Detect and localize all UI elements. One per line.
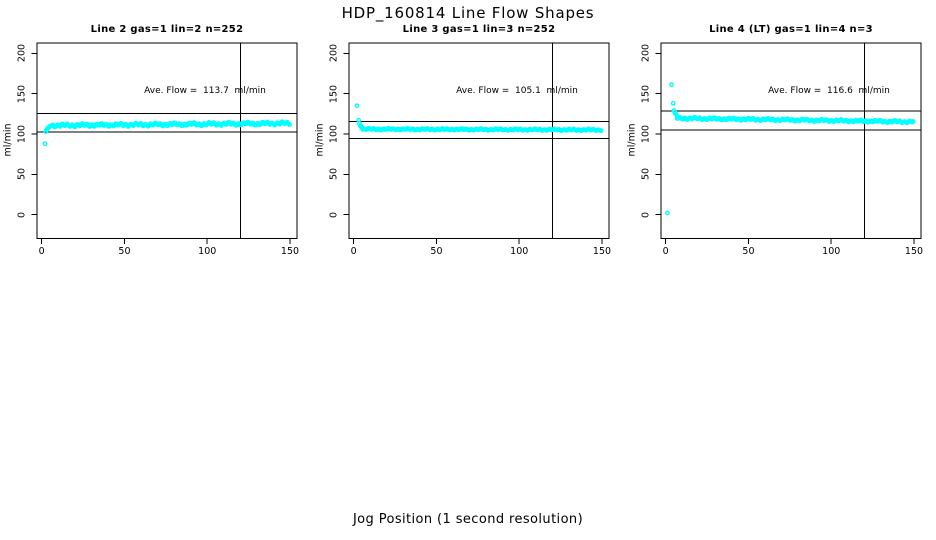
x-tick-label: 100 — [198, 246, 217, 257]
y-axis-label: ml/min — [2, 123, 14, 157]
x-tick-label: 100 — [822, 246, 841, 257]
subplot-panel-3: Line 4 (LT) gas=1 lin=4 n=3 Ave. Flow = … — [624, 0, 936, 280]
y-tick-label: 200 — [640, 44, 652, 63]
plot-box — [660, 42, 922, 239]
data-point — [670, 100, 676, 106]
main-title: HDP_160814 Line Flow Shapes — [341, 4, 595, 22]
x-axis-label: Jog Position (1 second resolution) — [352, 512, 584, 527]
panels-row: Line 2 gas=1 lin=2 n=252 Ave. Flow = 113… — [0, 0, 936, 280]
y-tick-label: 50 — [640, 168, 652, 181]
y-tick-label: 100 — [328, 124, 340, 144]
y-tick-label: 200 — [16, 44, 28, 63]
ave-flow-annotation: Ave. Flow = 116.6 ml/min — [768, 86, 890, 96]
y-tick-label: 0 — [16, 211, 28, 218]
y-axis-label: ml/min — [626, 123, 638, 157]
ave-flow-annotation: Ave. Flow = 113.7 ml/min — [144, 86, 266, 96]
plot-area — [655, 42, 922, 244]
subplot-title: Line 2 gas=1 lin=2 n=252 — [90, 24, 244, 35]
subplot-panel-2: Line 3 gas=1 lin=3 n=252 Ave. Flow = 105… — [312, 0, 624, 280]
data-point — [42, 141, 48, 147]
y-tick-label: 200 — [328, 44, 340, 63]
x-tick-label: 50 — [742, 246, 755, 257]
y-tick-label: 150 — [640, 84, 652, 103]
y-tick-label: 0 — [640, 211, 652, 218]
x-tick-label: 50 — [430, 246, 443, 257]
data-point — [287, 122, 292, 128]
x-tick-label: 150 — [904, 246, 924, 257]
plot-box — [348, 42, 610, 239]
y-tick-label: 150 — [328, 84, 340, 103]
x-tick-label: 100 — [510, 246, 529, 257]
x-tick-label: 150 — [592, 246, 612, 257]
y-tick-label: 0 — [328, 211, 340, 218]
data-point — [669, 82, 674, 88]
y-tick-label: 100 — [640, 124, 652, 144]
data-point — [598, 128, 604, 134]
data-point — [910, 118, 916, 124]
plot-area — [31, 42, 298, 244]
x-tick-label: 0 — [662, 246, 669, 257]
y-axis-label: ml/min — [314, 123, 326, 157]
x-tick-label: 50 — [118, 246, 131, 257]
data-point — [354, 103, 360, 109]
plot-area — [343, 42, 610, 244]
y-tick-label: 50 — [16, 168, 28, 181]
y-tick-label: 100 — [16, 124, 28, 144]
data-point — [664, 210, 670, 216]
x-tick-label: 0 — [38, 246, 45, 257]
subplot-title: Line 4 (LT) gas=1 lin=4 n=3 — [709, 24, 873, 35]
subplot-panel-1: Line 2 gas=1 lin=2 n=252 Ave. Flow = 113… — [0, 0, 312, 280]
y-tick-label: 150 — [16, 84, 28, 103]
y-tick-label: 50 — [328, 168, 340, 181]
x-tick-label: 150 — [280, 246, 300, 257]
ave-flow-annotation: Ave. Flow = 105.1 ml/min — [456, 86, 578, 96]
plot-box — [36, 42, 298, 239]
x-tick-label: 0 — [350, 246, 357, 257]
subplot-title: Line 3 gas=1 lin=3 n=252 — [402, 24, 556, 35]
